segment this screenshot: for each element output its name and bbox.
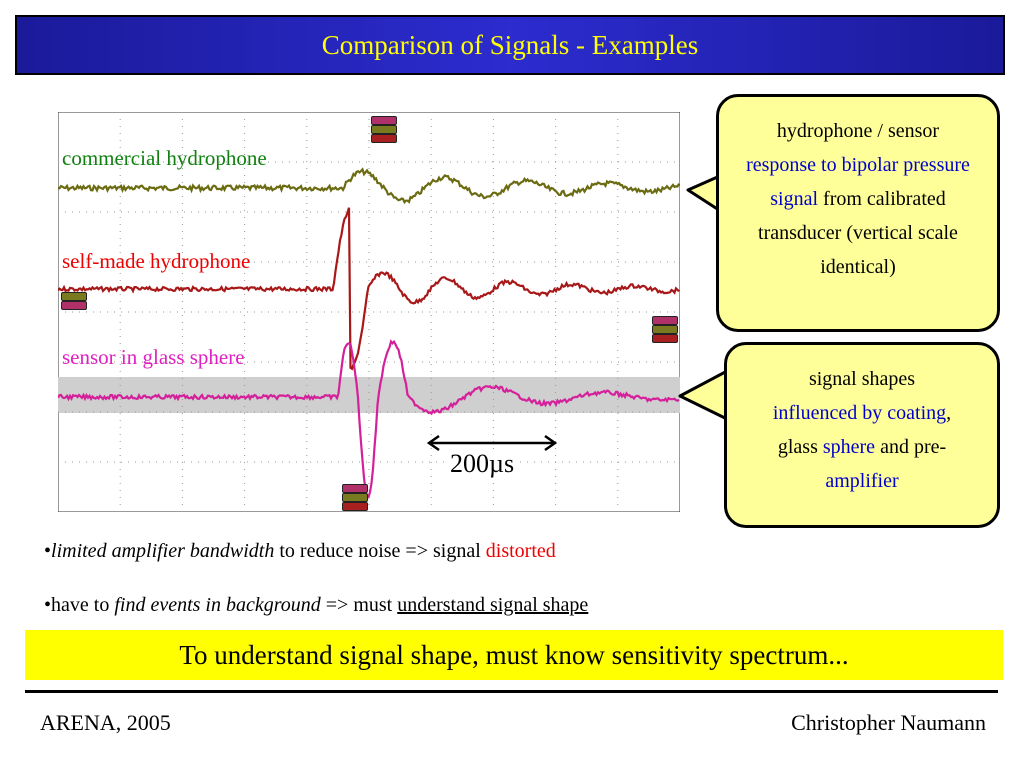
callout-hydrophone-response: hydrophone / sensor response to bipolar …	[716, 94, 1000, 332]
callout2-mid: , glass	[777, 402, 952, 458]
label-sensor-glass-sphere: sensor in glass sphere	[62, 345, 245, 369]
callout2-blue1: influenced by coating	[772, 402, 947, 424]
trigger-marker	[342, 502, 368, 511]
footer-right: Christopher Naumann	[791, 710, 986, 735]
callout1-line1: hydrophone / sensor	[776, 120, 940, 142]
bullet2-text2: => must	[325, 594, 393, 616]
callout2-line1: signal shapes	[808, 368, 916, 390]
bullet2-underline: understand signal shape	[397, 594, 589, 616]
time-scale-arrow	[426, 434, 558, 452]
bullet1-italic: limited amplifier bandwidth	[51, 540, 275, 562]
callout2-body: influenced by coating, glass sphere and …	[727, 396, 997, 498]
bullet-background: •have to find events in background => mu…	[44, 594, 589, 616]
time-scale-label: 200µs	[448, 449, 517, 479]
callout1-rest: from calibrated transducer (vertical sca…	[758, 188, 958, 278]
channel-marker	[652, 325, 678, 334]
conclusion-banner: To understand signal shape, must know se…	[25, 630, 1003, 680]
bullet1-text: to reduce noise => signal	[279, 540, 481, 562]
bullet-bandwidth: •limited amplifier bandwidth to reduce n…	[44, 540, 556, 562]
label-self-made-hydrophone: self-made hydrophone	[62, 249, 251, 273]
bullet1-red: distorted	[485, 540, 556, 562]
scope-band	[58, 377, 680, 413]
footer-rule	[25, 690, 998, 693]
callout2-blue2: sphere	[822, 436, 876, 458]
callout2-mid2: and pre-	[880, 436, 947, 458]
trigger-marker	[342, 484, 368, 493]
trigger-marker	[342, 493, 368, 502]
label-commercial-hydrophone: commercial hydrophone	[62, 146, 267, 170]
trigger-marker	[371, 134, 397, 143]
conclusion-text: To understand signal shape, must know se…	[179, 639, 849, 670]
callout1-body: response to bipolar pressure signal from…	[719, 148, 997, 284]
channel-marker	[61, 292, 87, 301]
trace-sensor-glass-sphere	[58, 339, 680, 499]
slide-title-bar: Comparison of Signals - Examples	[15, 15, 1005, 75]
callout2-blue3: amplifier	[825, 470, 899, 492]
channel-marker	[652, 316, 678, 325]
trigger-marker	[371, 125, 397, 134]
callout1-blue: response to bipolar pressure signal	[746, 154, 970, 210]
oscilloscope-plot	[58, 112, 680, 512]
channel-marker	[652, 334, 678, 343]
channel-marker	[61, 301, 87, 310]
footer-left: ARENA, 2005	[40, 710, 171, 735]
scope-grid	[58, 112, 680, 512]
trace-self-made-hydrophone	[58, 207, 680, 371]
trace-commercial-hydrophone	[58, 167, 680, 205]
bullet2-italic: find events in background	[114, 594, 321, 616]
trigger-marker	[371, 116, 397, 125]
callout-signal-shapes: signal shapes influenced by coating, gla…	[724, 342, 1000, 528]
bullet2-text1: have to	[51, 594, 110, 616]
slide-title: Comparison of Signals - Examples	[321, 29, 699, 60]
